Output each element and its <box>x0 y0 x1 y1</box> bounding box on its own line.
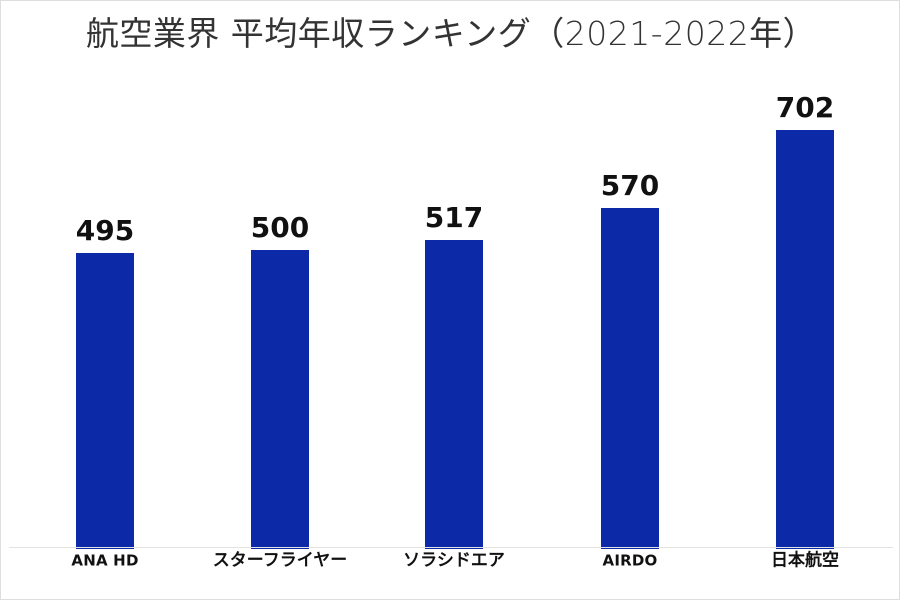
bar-value-label: 495 <box>75 214 135 247</box>
plot-area: 495 500 517 570 702 <box>1 71 899 549</box>
bar-value-label: 500 <box>250 211 310 244</box>
bar-group[interactable]: 495 <box>76 207 134 549</box>
bar[interactable] <box>425 240 483 549</box>
bar-value-label: 570 <box>600 169 660 202</box>
category-label: ANA HD <box>71 551 139 570</box>
category-label: ソラシドエア <box>403 550 505 571</box>
bar-group[interactable]: 702 <box>776 84 834 549</box>
bar-group[interactable]: 517 <box>425 194 483 549</box>
bar-group[interactable]: 500 <box>251 204 309 549</box>
chart-title: 航空業界 平均年収ランキング（2021-2022年） <box>85 14 817 53</box>
bar[interactable] <box>601 208 659 549</box>
bar-value-label: 517 <box>424 201 484 234</box>
bar[interactable] <box>251 250 309 549</box>
category-label: 日本航空 <box>771 550 839 571</box>
category-label: スターフライヤー <box>212 550 348 571</box>
category-axis-line <box>9 547 893 548</box>
bar[interactable] <box>76 253 134 549</box>
bar[interactable] <box>776 130 834 549</box>
category-label: AIRDO <box>602 551 658 570</box>
bar-group[interactable]: 570 <box>601 162 659 549</box>
bar-value-label: 702 <box>775 91 835 124</box>
